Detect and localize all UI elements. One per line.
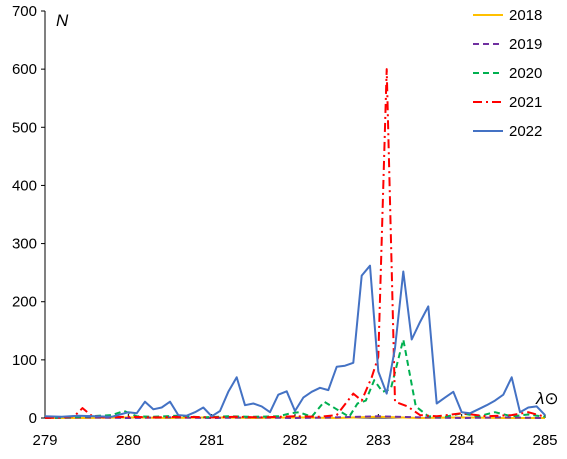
y-tick-label: 700 [12,3,37,20]
x-tick-label: 284 [449,432,474,449]
legend: 2018 2019 2020 2021 2022 [473,7,542,140]
x-tick-label: 282 [282,432,307,449]
y-tick-label: 400 [12,177,37,194]
legend-label-2020: 2020 [509,65,542,82]
y-tick-label: 300 [12,236,37,253]
x-tick-label: 283 [366,432,391,449]
series-line-2020 [44,338,546,419]
y-tick-label: 200 [12,294,37,311]
legend-label-2021: 2021 [509,94,542,111]
legend-label-2018: 2018 [509,7,542,24]
axes: 0 100 200 300 400 500 600 700 279 280 281 282 283 284… [12,3,558,449]
legend-label-2019: 2019 [509,36,542,53]
y-tick-label: 100 [12,352,37,369]
x-tick-label: 285 [532,432,557,449]
x-tick-label: 279 [32,432,57,449]
y-tick-label: 500 [12,119,37,136]
y-tick-label: 600 [12,61,37,78]
x-axis-label: λ⊙ [535,389,559,408]
series-lines [44,68,546,419]
x-tick-label: 281 [199,432,224,449]
series-line-2022 [44,264,546,418]
y-axis-label: N [56,11,69,30]
legend-label-2022: 2022 [509,123,542,140]
x-tick-label: 280 [116,432,141,449]
series-line-2019 [44,415,546,419]
series-line-2021 [44,68,546,419]
y-tick-label: 0 [29,410,37,427]
